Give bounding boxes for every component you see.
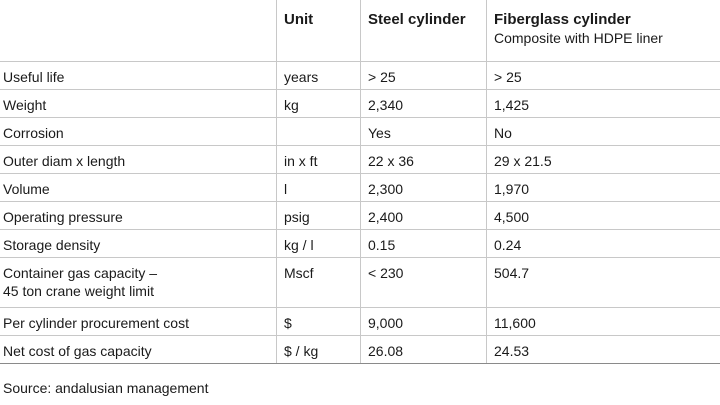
table-row: Corrosion Yes No [0, 118, 720, 146]
row-fiberglass-value: 24.53 [494, 343, 530, 359]
table-row: Outer diam x length in x ft 22 x 36 29 x… [0, 146, 720, 174]
header-unit: Unit [284, 11, 314, 28]
row-fiberglass-value: 1,425 [494, 97, 530, 113]
row-steel-value: 22 x 36 [368, 153, 414, 169]
row-unit: kg [284, 97, 299, 113]
row-unit: in x ft [284, 153, 318, 169]
table-row: Operating pressure psig 2,400 4,500 [0, 202, 720, 230]
header-steel-cylinder: Steel cylinder [368, 11, 466, 28]
header-fiberglass-title: Fiberglass cylinder [494, 11, 631, 28]
row-fiberglass-value: 0.24 [494, 237, 522, 253]
row-label: Storage density [3, 237, 101, 253]
row-label: Useful life [3, 69, 65, 85]
row-unit: kg / l [284, 237, 314, 253]
table-header-row: Unit Steel cylinder Fiberglass cylinder … [0, 0, 720, 62]
row-label: Volume [3, 181, 50, 197]
table-row: Useful life years > 25 > 25 [0, 62, 720, 90]
table-row: Per cylinder procurement cost $ 9,000 11… [0, 308, 720, 336]
row-label: Container gas capacity – 45 ton crane we… [3, 258, 273, 307]
row-fiberglass-value: 1,970 [494, 181, 530, 197]
row-steel-value: 2,340 [368, 97, 404, 113]
row-unit: years [284, 69, 319, 85]
table-row: Storage density kg / l 0.15 0.24 [0, 230, 720, 258]
row-fiberglass-value: > 25 [494, 69, 522, 85]
row-steel-value: < 230 [368, 265, 404, 281]
row-label: Weight [3, 97, 47, 113]
row-label-line-1: Container gas capacity – [3, 265, 158, 281]
row-label: Per cylinder procurement cost [3, 315, 189, 331]
row-steel-value: 2,300 [368, 181, 404, 197]
row-unit: Mscf [284, 265, 314, 281]
row-unit: l [284, 181, 288, 197]
row-steel-value: > 25 [368, 69, 396, 85]
row-fiberglass-value: No [494, 125, 512, 141]
row-unit [284, 118, 364, 145]
row-label: Operating pressure [3, 209, 123, 225]
table-row: Volume l 2,300 1,970 [0, 174, 720, 202]
row-unit: $ / kg [284, 343, 319, 359]
row-steel-value: Yes [368, 125, 391, 141]
row-steel-value: 9,000 [368, 315, 404, 331]
row-steel-value: 2,400 [368, 209, 404, 225]
row-unit: $ [284, 315, 292, 331]
row-steel-value: 0.15 [368, 237, 396, 253]
row-unit: psig [284, 209, 310, 225]
row-label: Corrosion [3, 125, 64, 141]
header-fiberglass-subtitle: Composite with HDPE liner [494, 30, 663, 46]
header-fiberglass-cylinder: Fiberglass cylinder Composite with HDPE … [494, 0, 720, 61]
row-steel-value: 26.08 [368, 343, 404, 359]
row-label: Outer diam x length [3, 153, 126, 169]
table-row: Weight kg 2,340 1,425 [0, 90, 720, 118]
header-empty-cell [3, 0, 273, 61]
row-label-line-2: 45 ton crane weight limit [3, 283, 154, 299]
row-label: Net cost of gas capacity [3, 343, 152, 359]
table-row: Net cost of gas capacity $ / kg 26.08 24… [0, 336, 720, 364]
row-fiberglass-value: 4,500 [494, 209, 530, 225]
row-fiberglass-value: 29 x 21.5 [494, 153, 552, 169]
table-row: Container gas capacity – 45 ton crane we… [0, 258, 720, 308]
row-fiberglass-value: 504.7 [494, 265, 530, 281]
source-note: Source: andalusian management [3, 380, 209, 396]
row-fiberglass-value: 11,600 [494, 315, 536, 331]
comparison-table: Unit Steel cylinder Fiberglass cylinder … [0, 0, 720, 364]
